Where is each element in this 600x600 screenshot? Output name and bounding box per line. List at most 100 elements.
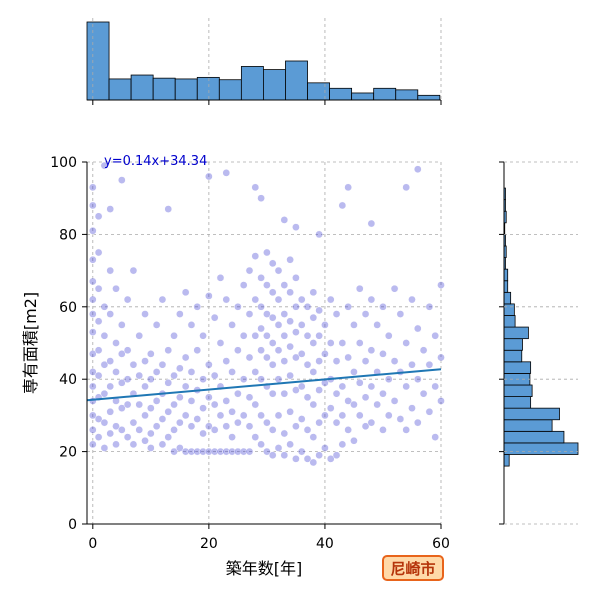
- scatter-point: [146, 350, 155, 358]
- right-hist-bar: [503, 315, 516, 328]
- right-hist-bar: [503, 384, 533, 397]
- scatter-point: [100, 161, 109, 170]
- scatter-point: [123, 346, 132, 355]
- scatter-point: [344, 353, 352, 362]
- scatter-point: [268, 451, 277, 460]
- scatter-point: [251, 295, 260, 304]
- scatter-point: [292, 302, 300, 311]
- scatter-point: [181, 447, 190, 456]
- scatter-point: [88, 183, 97, 192]
- scatter-point: [251, 368, 260, 376]
- scatter-point: [332, 310, 341, 318]
- scatter-point: [117, 378, 126, 387]
- scatter-point: [117, 404, 126, 413]
- scatter-point: [286, 255, 294, 264]
- scatter-point: [355, 339, 364, 347]
- x-tick-label: 20: [200, 536, 218, 552]
- scatter-point: [367, 219, 376, 228]
- scatter-point: [321, 321, 329, 329]
- x-tick-label: 40: [316, 536, 334, 552]
- scatter-point: [437, 353, 445, 362]
- scatter-point: [106, 205, 115, 213]
- scatter-point: [100, 331, 109, 340]
- scatter-point: [257, 194, 265, 203]
- scatter-point: [303, 331, 312, 340]
- scatter-point: [210, 400, 219, 409]
- scatter-point: [257, 302, 265, 311]
- scatter-point: [431, 382, 440, 391]
- scatter-point: [135, 371, 144, 380]
- city-badge: 尼崎市: [382, 555, 444, 581]
- scatter-point: [199, 331, 207, 340]
- scatter-point: [164, 346, 173, 355]
- scatter-point: [164, 205, 173, 213]
- scatter-point: [332, 389, 341, 398]
- top-hist-bar: [263, 69, 286, 101]
- scatter-point: [94, 317, 103, 326]
- scatter-point: [88, 201, 97, 210]
- scatter-point: [187, 422, 196, 431]
- scatter-point: [88, 350, 97, 358]
- scatter-point: [274, 444, 283, 452]
- scatter-point: [123, 375, 132, 384]
- y-axis-title: 専有面積[m2]: [21, 292, 40, 394]
- scatter-point: [315, 418, 323, 427]
- scatter-point: [88, 255, 97, 264]
- scatter-point: [280, 357, 289, 365]
- scatter-point: [309, 433, 318, 441]
- scatter-point: [205, 172, 213, 181]
- scatter-point: [274, 266, 283, 275]
- y-tick-label: 0: [68, 517, 77, 533]
- scatter-point: [332, 357, 341, 365]
- scatter-point: [303, 360, 312, 369]
- scatter-point: [425, 360, 434, 369]
- scatter-point: [205, 360, 213, 369]
- scatter-point: [263, 331, 271, 340]
- scatter-point: [431, 433, 440, 441]
- right-hist-bar: [503, 303, 515, 316]
- scatter-point: [344, 302, 352, 311]
- scatter-point: [338, 411, 347, 420]
- scatter-point: [268, 389, 277, 398]
- scatter-point: [268, 426, 277, 434]
- scatter-point: [176, 364, 184, 373]
- scatter-point: [135, 400, 144, 409]
- scatter-point: [326, 454, 335, 463]
- scatter-point: [408, 295, 416, 304]
- scatter-point: [437, 281, 445, 289]
- main-axes: 0 20 40 60 0 20 40 60 80 100: [50, 155, 450, 552]
- scatter-point: [222, 295, 231, 304]
- scatter-point: [112, 440, 120, 449]
- scatter-point: [170, 331, 178, 340]
- scatter-point: [228, 368, 236, 376]
- x-tick-label: 60: [432, 536, 450, 552]
- scatter-point: [268, 360, 277, 369]
- top-hist-bar: [329, 87, 353, 101]
- scatter-point: [176, 310, 184, 318]
- scatter-point: [88, 328, 97, 336]
- scatter-point: [239, 375, 248, 384]
- scatter-point: [292, 353, 300, 362]
- scatter-point: [321, 411, 329, 420]
- right-hist-bar: [503, 280, 509, 293]
- scatter-point: [112, 339, 120, 347]
- scatter-point: [152, 397, 161, 405]
- scatter-point: [257, 346, 265, 355]
- scatter-point: [268, 313, 277, 322]
- scatter-point: [141, 310, 149, 318]
- scatter-point: [239, 411, 248, 420]
- scatter-point: [431, 331, 440, 340]
- scatter-point: [263, 447, 271, 456]
- right-hist-bar: [503, 430, 565, 444]
- scatter-point: [170, 371, 178, 380]
- scatter-point: [181, 288, 190, 297]
- scatter-point: [361, 422, 370, 431]
- scatter-point: [216, 339, 225, 347]
- top-hist-bar: [240, 66, 264, 101]
- right-hist-bar: [503, 442, 579, 455]
- scatter-point: [94, 371, 103, 380]
- scatter-point: [326, 339, 335, 347]
- scatter-point: [170, 400, 178, 409]
- scatter-point: [88, 368, 97, 376]
